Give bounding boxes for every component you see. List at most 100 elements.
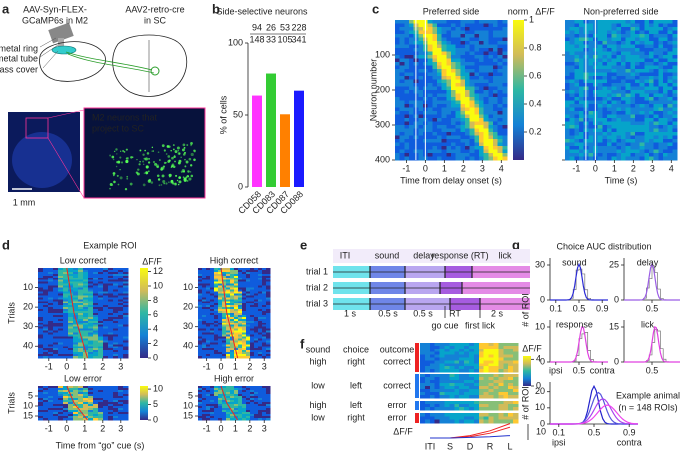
heatmap-cell bbox=[73, 295, 78, 297]
heatmap-cell bbox=[488, 118, 493, 122]
heatmap-cell bbox=[663, 41, 668, 45]
heatmap-cell bbox=[118, 388, 123, 390]
heatmap-cell bbox=[565, 118, 570, 122]
heatmap-cell bbox=[118, 346, 123, 348]
heatmap-cell bbox=[226, 284, 230, 286]
heatmap-cell bbox=[612, 38, 617, 42]
heatmap-cell bbox=[108, 356, 113, 358]
heatmap-cell bbox=[630, 150, 635, 154]
heatmap-cell bbox=[420, 386, 425, 389]
heatmap-cell bbox=[230, 406, 234, 408]
heatmap-cell bbox=[73, 342, 78, 344]
heatmap-cell bbox=[437, 94, 442, 98]
heatmap-cell bbox=[218, 348, 222, 350]
heatmap-cell bbox=[649, 122, 654, 126]
panel-label: c bbox=[372, 1, 379, 16]
heatmap-cell bbox=[118, 356, 123, 358]
heatmap-cell bbox=[113, 321, 118, 323]
heatmap-cell bbox=[435, 360, 440, 363]
heatmap-cell bbox=[488, 62, 493, 66]
heatmap-cell bbox=[579, 153, 584, 157]
heatmap-cell bbox=[113, 293, 118, 295]
heatmap-cell bbox=[68, 414, 73, 416]
heatmap-cell bbox=[668, 66, 673, 70]
heatmap-cell bbox=[73, 284, 78, 286]
heatmap-cell bbox=[644, 125, 649, 129]
heatmap-cell bbox=[113, 352, 118, 354]
heatmap-cell bbox=[93, 290, 98, 292]
heatmap-cell bbox=[502, 153, 507, 157]
heatmap-cell bbox=[210, 319, 214, 321]
heatmap-cell bbox=[218, 331, 222, 333]
heatmap-cell bbox=[607, 34, 612, 38]
heatmap-cell bbox=[400, 55, 405, 59]
heatmap-cell bbox=[58, 335, 63, 337]
heatmap-cell bbox=[123, 350, 128, 352]
heatmap-cell bbox=[238, 408, 242, 410]
heatmap-cell bbox=[38, 317, 43, 319]
heatmap-cell bbox=[202, 338, 206, 340]
heatmap-cell bbox=[612, 94, 617, 98]
heatmap-cell bbox=[442, 101, 447, 105]
heatmap-cell bbox=[588, 90, 593, 94]
heatmap-cell bbox=[218, 335, 222, 337]
heatmap-cell bbox=[262, 348, 266, 350]
heatmap-cell bbox=[218, 336, 222, 338]
heatmap-cell bbox=[43, 412, 48, 414]
heatmap-cell bbox=[630, 108, 635, 112]
heatmap-cell bbox=[38, 274, 43, 276]
heatmap-cell bbox=[258, 356, 262, 358]
heatmap-cell bbox=[214, 396, 218, 398]
heatmap-cell bbox=[672, 38, 677, 42]
heatmap-cell bbox=[246, 325, 250, 327]
heatmap-cell bbox=[658, 34, 663, 38]
heatmap-cell bbox=[226, 290, 230, 292]
heatmap-cell bbox=[73, 336, 78, 338]
heatmap-cell bbox=[409, 59, 414, 63]
heatmap-cell bbox=[202, 335, 206, 337]
heatmap-cell bbox=[68, 352, 73, 354]
heatmap-cell bbox=[108, 288, 113, 290]
heatmap-cell bbox=[459, 389, 464, 392]
heatmap-cell bbox=[103, 299, 108, 301]
heatmap-cell bbox=[409, 125, 414, 129]
heatmap-cell bbox=[470, 150, 475, 154]
heatmap-cell bbox=[210, 291, 214, 293]
heatmap-cell bbox=[206, 291, 210, 293]
heatmap-cell bbox=[238, 274, 242, 276]
heatmap-cell bbox=[607, 45, 612, 49]
heatmap-cell bbox=[113, 336, 118, 338]
heatmap-cell bbox=[579, 76, 584, 80]
heatmap-cell bbox=[465, 118, 470, 122]
heatmap-cell bbox=[230, 394, 234, 396]
heatmap-cell bbox=[250, 303, 254, 305]
heatmap-cell bbox=[230, 319, 234, 321]
heatmap-cell bbox=[451, 104, 456, 108]
heatmap-cell bbox=[266, 390, 270, 392]
heatmap-cell bbox=[53, 335, 58, 337]
heatmap-cell bbox=[113, 274, 118, 276]
heatmap-cell bbox=[635, 41, 640, 45]
heatmap-cell bbox=[465, 125, 470, 129]
heatmap-cell bbox=[246, 309, 250, 311]
cell-dot bbox=[193, 149, 195, 151]
condition-label: left bbox=[350, 380, 363, 390]
heatmap-cell bbox=[250, 313, 254, 315]
heatmap-cell bbox=[38, 323, 43, 325]
heatmap-cell bbox=[230, 323, 234, 325]
heatmap-cell bbox=[68, 335, 73, 337]
heatmap-cell bbox=[474, 24, 479, 28]
heatmap-cell bbox=[630, 66, 635, 70]
heatmap-cell bbox=[230, 325, 234, 327]
cell-dot bbox=[137, 168, 139, 170]
heatmap-cell bbox=[202, 392, 206, 394]
heatmap-cell bbox=[621, 146, 626, 150]
heatmap-cell bbox=[672, 122, 677, 126]
heatmap-cell bbox=[437, 62, 442, 66]
heatmap-cell bbox=[621, 115, 626, 119]
heatmap-cell bbox=[635, 122, 640, 126]
heatmap-cell bbox=[420, 349, 425, 352]
heatmap-cell bbox=[83, 280, 88, 282]
heatmap-cell bbox=[262, 335, 266, 337]
heatmap-cell bbox=[230, 346, 234, 348]
